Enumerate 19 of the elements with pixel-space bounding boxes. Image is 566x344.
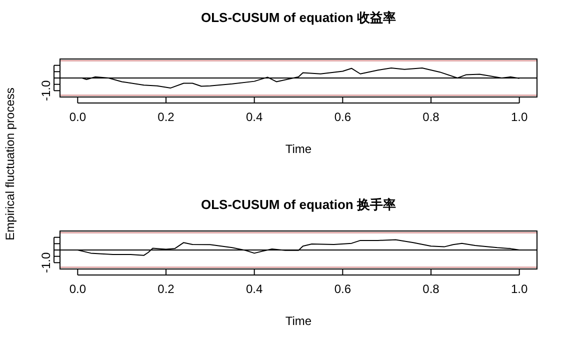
x-tick-label: 1.0 (510, 110, 528, 124)
x-tick-label: 0.8 (422, 282, 440, 296)
chart-title: OLS-CUSUM of equation 换手率 (201, 197, 396, 212)
x-tick-label: 0.6 (334, 282, 352, 296)
y-axis-title: Empirical fluctuation process (3, 88, 17, 240)
x-tick-label: 0.2 (158, 110, 175, 124)
x-axis-title: Time (285, 142, 312, 156)
x-axis-title: Time (285, 314, 312, 328)
x-tick-label: 0.4 (246, 282, 263, 296)
chart-title: OLS-CUSUM of equation 收益率 (201, 10, 396, 25)
x-tick-label: 1.0 (510, 282, 528, 296)
text: -1.0 (39, 80, 53, 102)
x-tick-label: 0.2 (158, 282, 175, 296)
text: -1.0 (39, 252, 53, 274)
x-tick-label: 0.0 (69, 282, 86, 296)
x-tick-label: 0.4 (246, 110, 263, 124)
x-tick-label: 0.8 (422, 110, 440, 124)
x-tick-label: 0.6 (334, 110, 352, 124)
x-tick-label: 0.0 (69, 110, 86, 124)
